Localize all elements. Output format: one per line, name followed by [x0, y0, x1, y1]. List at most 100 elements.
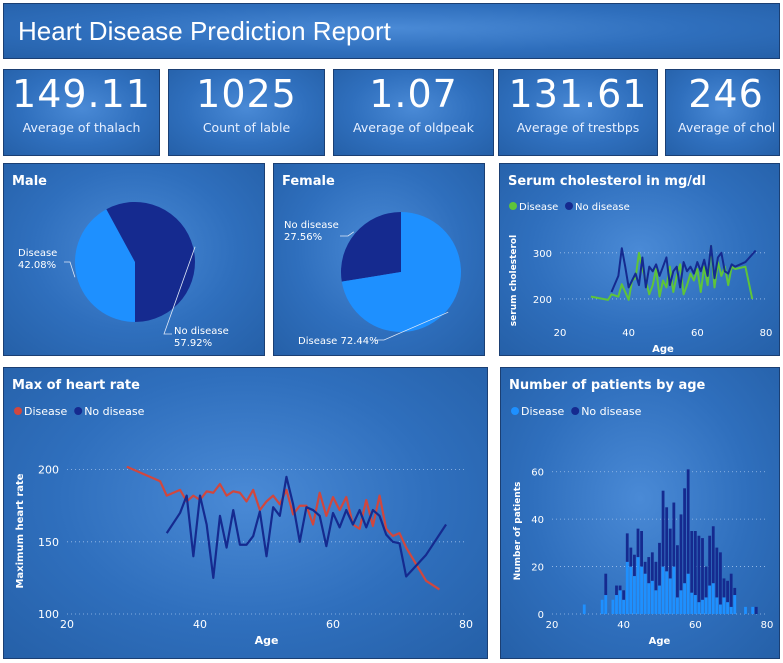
bar: [722, 578, 726, 598]
y-tick-label: 100: [38, 608, 59, 621]
bar: [683, 488, 686, 584]
bar: [676, 597, 679, 614]
kpi-card-chol[interactable]: 246 Average of chol: [665, 69, 780, 156]
kpi-value: 149.11: [12, 72, 151, 116]
bar: [672, 566, 676, 614]
bar: [679, 514, 683, 591]
legend-marker: [509, 202, 517, 210]
bar: [622, 599, 626, 614]
bar: [650, 552, 654, 581]
legend-label: Disease: [521, 405, 564, 418]
kpi-label: Average of oldpeak: [353, 120, 474, 135]
pie-slice: [341, 212, 461, 332]
bar: [650, 580, 654, 614]
y-tick-label: 300: [533, 249, 552, 260]
x-tick-label: 60: [326, 618, 340, 631]
bar: [636, 528, 640, 558]
x-tick-label: 80: [761, 620, 774, 631]
bar: [622, 590, 626, 600]
bar: [661, 566, 665, 614]
bar: [701, 599, 704, 614]
x-tick-label: 60: [689, 620, 702, 631]
bar: [668, 578, 672, 614]
bar: [643, 573, 647, 614]
bar: [615, 585, 618, 596]
bar: [604, 595, 608, 614]
pie-data-label: Disease: [18, 248, 57, 259]
bar: [701, 538, 704, 600]
bar: [711, 583, 715, 614]
bar: [629, 566, 633, 614]
legend-marker: [511, 407, 519, 415]
series-line: [165, 475, 447, 580]
patients-by-age-panel[interactable]: Number of patients by age Disease No dise…: [500, 367, 780, 659]
bar: [726, 602, 729, 614]
bar: [693, 531, 697, 596]
y-tick-label: 60: [531, 468, 544, 479]
bar: [708, 535, 712, 586]
bar: [751, 606, 755, 614]
kpi-label: Average of thalach: [22, 120, 141, 135]
pie-data-label: Disease 72.44%: [298, 336, 379, 347]
kpi-card-count[interactable]: 1025 Count of lable: [168, 69, 325, 156]
x-tick-label: 40: [622, 328, 635, 339]
kpi-label: Count of lable: [202, 120, 291, 135]
bar: [640, 566, 643, 614]
pie-data-label: 42.08%: [18, 260, 56, 271]
bar: [640, 531, 643, 567]
bar: [625, 561, 629, 614]
bar: [658, 542, 661, 586]
x-tick-label: 60: [691, 328, 704, 339]
legend-marker: [74, 407, 83, 415]
male-pie-panel[interactable]: Male Disease 42.08% No disease 57.92%: [3, 163, 265, 356]
bar: [600, 599, 604, 614]
pie-slice: [341, 212, 402, 282]
series-line: [126, 465, 441, 591]
bar: [665, 507, 669, 572]
pie-slice: [75, 209, 135, 322]
chart-title: Number of patients by age: [509, 378, 706, 393]
bar: [672, 502, 676, 567]
y-axis-title: Maximum heart rate: [15, 473, 26, 588]
x-axis-title: Age: [255, 634, 279, 647]
bar: [647, 583, 651, 614]
bar: [744, 606, 747, 614]
bar: [643, 561, 647, 574]
bar: [733, 587, 737, 596]
kpi-value: 1.07: [369, 72, 458, 116]
kpi-card-oldpeak[interactable]: 1.07 Average of oldpeak: [333, 69, 494, 156]
bar: [719, 604, 722, 614]
chart-title: Serum cholesterol in mg/dl: [508, 174, 706, 189]
bar: [690, 531, 694, 593]
bar: [704, 597, 708, 614]
kpi-card-trestbps[interactable]: 131.61 Average of trestbps: [498, 69, 658, 156]
pie-leader-line: [374, 311, 449, 341]
y-axis-title: serum cholesterol: [509, 235, 519, 326]
cholesterol-line-chart: Disease No disease 200 300 20 40 60 80 Age serum …: [509, 202, 773, 355]
legend-label: No disease: [84, 405, 144, 418]
kpi-value: 1025: [196, 72, 297, 116]
bar: [708, 585, 712, 614]
heart-rate-panel[interactable]: Max of heart rate Disease No disease 100 15…: [3, 367, 488, 659]
bar: [679, 590, 683, 614]
kpi-card-thalach[interactable]: 149.11 Average of thalach: [3, 69, 160, 156]
bar: [686, 469, 690, 574]
bar: [729, 573, 733, 607]
x-tick-label: 20: [60, 618, 74, 631]
x-tick-label: 80: [760, 328, 773, 339]
x-tick-label: 80: [459, 618, 473, 631]
bar: [633, 576, 636, 614]
bar: [690, 592, 694, 614]
bar: [633, 554, 636, 577]
pie-slice: [106, 202, 195, 322]
bar: [715, 547, 719, 598]
cholesterol-panel[interactable]: Serum cholesterol in mg/dl Disease No dis…: [499, 163, 780, 356]
female-pie-panel[interactable]: Female No disease 27.56% Disease 72.44%: [273, 163, 485, 356]
bar: [647, 557, 651, 584]
legend-marker: [571, 407, 580, 415]
x-axis-title: Age: [652, 344, 674, 355]
chart-title: Max of heart rate: [12, 378, 140, 393]
bar: [636, 557, 640, 614]
